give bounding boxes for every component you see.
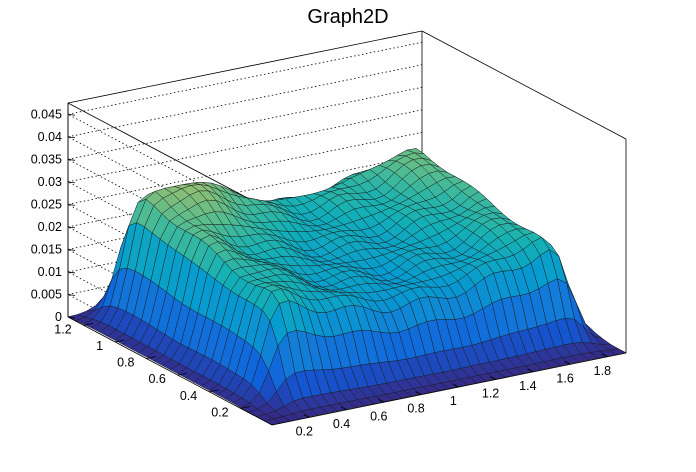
z-tick-label: 0.005 [31, 287, 62, 301]
z-tick-label: 0 [55, 310, 62, 324]
gridline [67, 226, 273, 336]
z-tick-mark [67, 136, 76, 139]
y-tick-mark [209, 389, 219, 393]
y-tick-label: 0.4 [180, 389, 197, 403]
z-tick-mark [67, 203, 76, 206]
gridline [67, 181, 273, 291]
y-tick-mark [177, 372, 188, 376]
z-tick-label: 0.025 [31, 197, 62, 211]
x-tick-mark [415, 391, 422, 396]
axis-ticks: 0 0.005 0.01 0.015 0.02 0.025 0.03 0.035 0.04 0.0… [31, 107, 611, 438]
x-tick-label: 1.8 [594, 364, 611, 378]
x-tick-label: 0.4 [333, 417, 350, 431]
gridline [67, 271, 273, 381]
gridline [67, 64, 423, 138]
z-tick-label: 0.04 [38, 130, 62, 144]
x-tick-label: 0.8 [407, 402, 424, 416]
y-tick-mark [83, 323, 94, 326]
y-tick-label: 0.2 [211, 405, 228, 419]
z-tick-mark [67, 113, 76, 116]
z-tick-mark [67, 226, 76, 229]
z-tick-label: 0.015 [31, 242, 62, 256]
z-tick-mark [67, 294, 76, 296]
gridline [67, 41, 423, 115]
z-tick-label: 0.035 [31, 152, 62, 166]
gridline [67, 86, 423, 160]
z-tick-mark [67, 158, 76, 161]
y-tick-label: 1.2 [54, 322, 71, 336]
gridline [67, 131, 423, 205]
z-tick-label: 0.045 [31, 107, 62, 121]
x-axis-line [271, 352, 627, 426]
gridline [67, 154, 423, 228]
x-tick-mark [452, 383, 459, 388]
z-tick-label: 0.03 [38, 175, 62, 189]
x-tick-mark [601, 353, 608, 358]
z-tick-label: 0.01 [38, 265, 62, 279]
z-tick-mark [67, 271, 76, 274]
x-tick-mark [564, 361, 571, 365]
x-tick-mark [340, 406, 347, 411]
axes-box-front [67, 103, 627, 426]
gridline [67, 136, 273, 246]
gridline [67, 158, 273, 268]
y-tick-label: 1 [96, 339, 103, 353]
x-tick-mark [489, 376, 496, 380]
x-tick-label: 0.2 [296, 424, 313, 438]
chart-title: Graph2D [307, 6, 389, 28]
box-edge [421, 30, 627, 140]
z-tick-mark [67, 316, 76, 319]
gridline [67, 113, 273, 223]
y-tick-label: 0.8 [117, 356, 134, 370]
y-tick-mark [114, 339, 125, 343]
box-edge [67, 102, 273, 212]
z-tick-label: 0.02 [38, 220, 62, 234]
x-tick-label: 1.4 [519, 379, 536, 393]
gridline [67, 109, 423, 183]
x-tick-label: 0.6 [370, 409, 387, 423]
x-tick-label: 1.2 [482, 387, 499, 401]
box-edge [67, 30, 423, 104]
x-tick-mark [527, 368, 534, 373]
z-tick-mark [67, 181, 76, 184]
x-tick-label: 1.6 [556, 371, 573, 385]
y-tick-label: 0.6 [148, 372, 165, 386]
x-tick-mark [303, 414, 310, 418]
x-tick-mark [378, 399, 384, 403]
y-tick-mark [146, 356, 156, 359]
y-tick-mark [240, 406, 251, 409]
gridline [67, 204, 273, 313]
x-tick-label: 1 [450, 394, 457, 408]
y-axis-line [67, 316, 273, 426]
gridline [67, 249, 273, 358]
z-tick-mark [67, 249, 76, 251]
surface-mesh [67, 148, 627, 426]
